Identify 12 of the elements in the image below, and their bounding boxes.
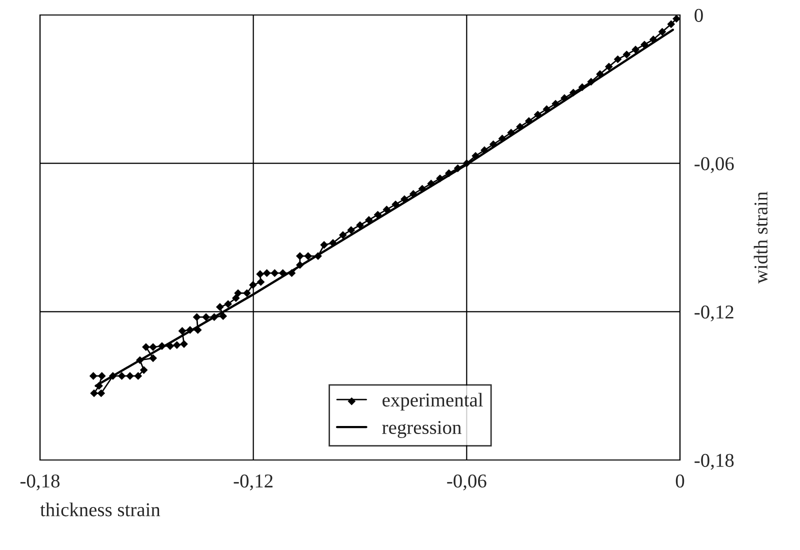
x-axis-title: thickness strain bbox=[40, 502, 160, 516]
y-axis-title: width strain bbox=[754, 192, 768, 284]
legend-label: experimental bbox=[382, 392, 483, 411]
x-tick-label: -0,12 bbox=[234, 474, 273, 490]
x-tick-label: -0,06 bbox=[447, 474, 486, 490]
y-tick-label: 0 bbox=[694, 8, 703, 22]
x-tick-label: 0 bbox=[676, 474, 684, 488]
y-tick-label: -0,18 bbox=[694, 454, 734, 470]
y-tick-label: -0,12 bbox=[694, 305, 734, 322]
legend-label: regression bbox=[382, 420, 462, 438]
y-tick-label: -0,06 bbox=[694, 157, 734, 174]
x-tick-label: -0,18 bbox=[20, 474, 60, 490]
